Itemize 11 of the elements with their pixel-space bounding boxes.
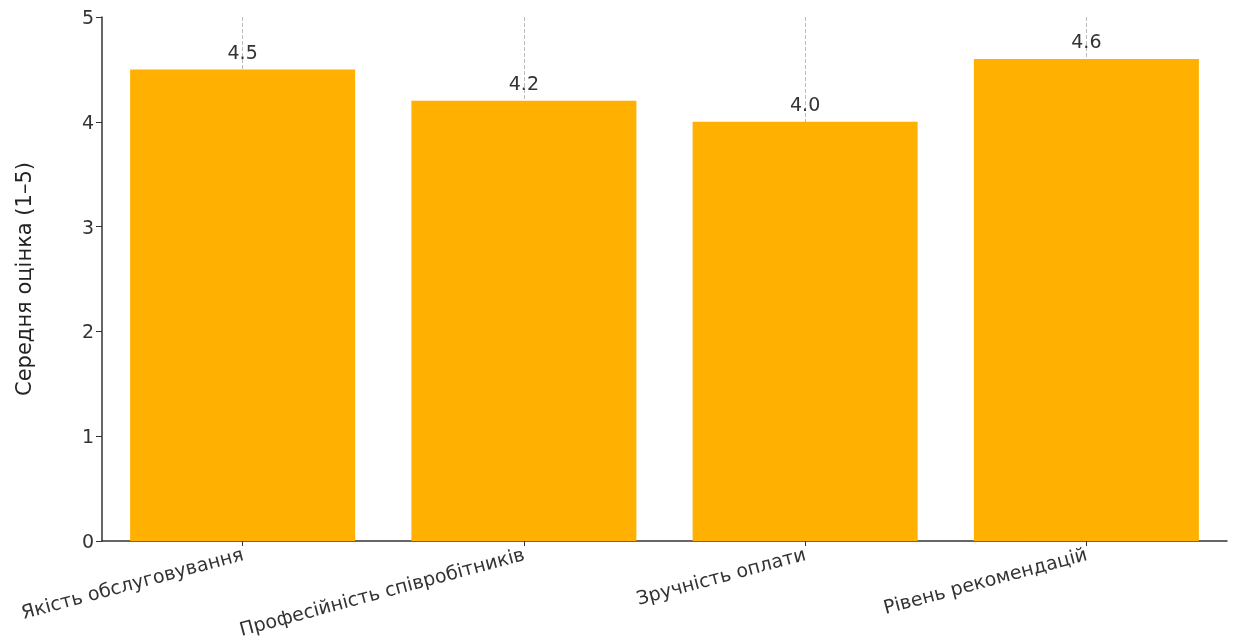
data-label: 4.0: [790, 93, 821, 116]
data-label: 4.5: [227, 40, 258, 63]
y-tick-label: 1: [81, 425, 94, 448]
y-tick-label: 3: [81, 215, 94, 238]
y-tick-label: 5: [81, 6, 94, 28]
y-tick-label: 0: [81, 530, 94, 552]
y-axis-title: Середня оцінка (1–5): [11, 162, 36, 396]
data-label: 4.2: [508, 72, 539, 95]
y-tick-label: 4: [81, 110, 94, 133]
data-label: 4.6: [1071, 30, 1102, 53]
y-tick-label: 2: [81, 320, 94, 343]
